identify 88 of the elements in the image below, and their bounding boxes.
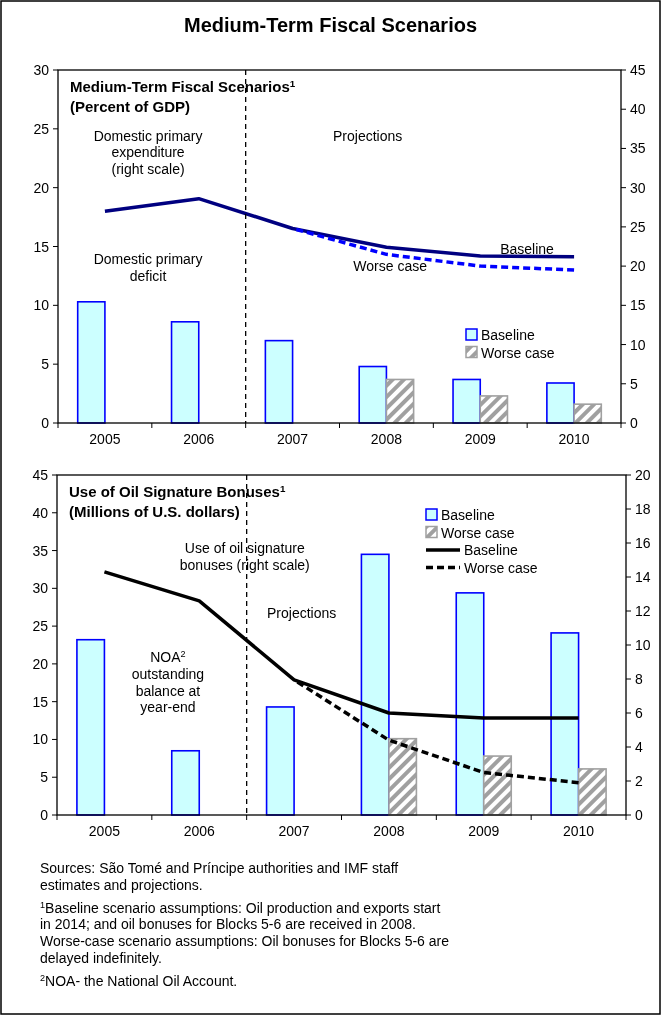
- chart-title: Use of Oil Signature Bonuses$^{1}$ (Millions of U.S. dollars): [69, 482, 286, 520]
- x-tick-label: 2007: [278, 823, 310, 839]
- y-tick-label: 40: [32, 504, 49, 521]
- y2-tick-label: 4: [635, 739, 643, 755]
- legend-label: Baseline: [481, 327, 535, 343]
- y2-tick-label: 0: [635, 807, 643, 823]
- annotation: Projections: [267, 604, 337, 621]
- y-tick-label: 20: [33, 179, 50, 196]
- y2-tick-label: 20: [635, 467, 651, 483]
- y-tick-label: 30: [33, 62, 50, 78]
- legend-label: Worse case: [481, 344, 555, 361]
- x-tick-label: 2008: [373, 823, 405, 839]
- bar: [360, 553, 390, 816]
- x-tick-label: 2009: [464, 431, 497, 447]
- x-tick-label: 2008: [370, 431, 403, 447]
- bar: [479, 395, 509, 424]
- y-tick-label: 5: [41, 356, 50, 373]
- y2-tick-label: 8: [635, 671, 643, 687]
- bar: [482, 755, 513, 816]
- x-tick-label: 2010: [558, 431, 590, 447]
- y-tick-label: 10: [32, 731, 49, 748]
- x-tick-label: 2009: [468, 823, 500, 839]
- y-tick-label: 15: [33, 238, 50, 255]
- legend-label: Worse case: [441, 524, 515, 541]
- x-tick-label: 2006: [183, 823, 216, 839]
- y2-tick-label: 45: [630, 62, 646, 78]
- bar: [265, 706, 295, 816]
- y2-tick-label: 5: [630, 375, 638, 392]
- legend-label: Baseline: [441, 507, 495, 523]
- y2-tick-label: 14: [635, 569, 651, 585]
- bar: [546, 382, 575, 424]
- chart-title: Medium-Term Fiscal Scenarios: [183, 14, 478, 36]
- x-tick-label: 2007: [277, 431, 309, 447]
- y2-tick-label: 35: [630, 140, 646, 157]
- bar: [455, 592, 485, 816]
- text: $^{1}$Baseline scenario assumptions: Oil production and exports start in 2014; and oil bonuses for Blocks 5-6 are received in 2008. Worse-case scenario assumptions: Oil bonuses for Blocks 5-6 are delayed indefinitely.: [40, 899, 450, 966]
- y2-tick-label: 16: [635, 535, 651, 551]
- bar: [76, 638, 106, 816]
- legend-label: Baseline: [464, 542, 518, 558]
- y2-tick-label: 2: [635, 773, 643, 789]
- y-tick-label: 25: [33, 120, 50, 137]
- y-tick-label: 15: [32, 693, 49, 710]
- y-tick-label: 10: [33, 297, 50, 314]
- y2-tick-label: 20: [630, 258, 646, 275]
- x-tick-label: 2005: [89, 431, 121, 447]
- y2-tick-label: 18: [635, 501, 651, 517]
- bar: [385, 378, 415, 424]
- annotation: Domestic primary expenditure (right scale): [93, 127, 203, 178]
- bar: [170, 321, 200, 424]
- bar: [76, 301, 106, 424]
- annotation: Projections: [333, 127, 403, 144]
- y2-tick-label: 40: [630, 101, 646, 118]
- y2-tick-label: 6: [635, 705, 643, 721]
- legend-label: Worse case: [464, 559, 538, 576]
- bar: [573, 403, 603, 424]
- y-tick-label: 5: [40, 769, 49, 786]
- y2-tick-label: 10: [630, 336, 646, 353]
- y-tick-label: 25: [32, 618, 49, 635]
- y-tick-label: 0: [41, 415, 50, 431]
- bar: [388, 737, 418, 816]
- y-tick-label: 20: [32, 655, 49, 672]
- bar: [358, 365, 388, 424]
- y2-tick-label: 12: [635, 603, 651, 619]
- text: $^{2}$NOA- the National Oil Account.: [40, 972, 238, 989]
- bar: [550, 632, 580, 816]
- annotation: Worse case: [353, 258, 428, 275]
- y-tick-label: 0: [40, 807, 49, 823]
- y2-tick-label: 25: [630, 218, 646, 235]
- y-tick-label: 35: [32, 542, 49, 559]
- x-tick-label: 2006: [183, 431, 215, 447]
- y2-tick-label: 30: [630, 179, 646, 196]
- annotation: NOA$^{2}$ outstanding balance at year-end: [131, 649, 205, 716]
- text: Medium-Term Fiscal Scenarios$^{1}$ (Percent of GDP): [70, 77, 296, 115]
- annotation: Domestic primary deficit: [93, 251, 203, 284]
- x-tick-label: 2005: [88, 823, 121, 839]
- bar: [170, 749, 201, 816]
- y2-tick-label: 10: [635, 637, 651, 653]
- source-note: Sources: São Tomé and Príncipe authorities and IMF staff estimates and projections.: [40, 860, 399, 893]
- bar: [577, 768, 607, 816]
- annotation: Use of oil signature bonuses (right scale): [179, 540, 310, 573]
- bar: [264, 339, 294, 424]
- y2-tick-label: 0: [630, 415, 638, 431]
- y2-tick-label: 15: [630, 297, 646, 314]
- y-tick-label: 30: [32, 580, 49, 597]
- y-tick-label: 45: [32, 467, 49, 483]
- annotation: Baseline: [500, 240, 555, 257]
- x-tick-label: 2010: [563, 823, 595, 839]
- bar: [452, 378, 482, 424]
